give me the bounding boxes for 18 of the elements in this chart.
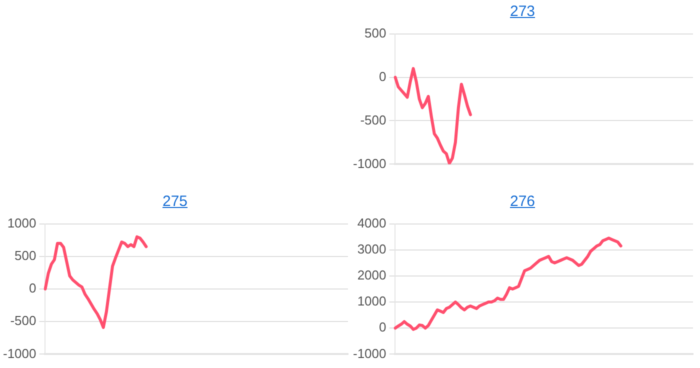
y-tick-label: 1000	[357, 294, 386, 309]
y-tick-label: 500	[364, 25, 386, 40]
y-tick-label: 500	[14, 248, 36, 263]
y-tick-label: 3000	[357, 241, 386, 256]
y-tick-label: -500	[10, 313, 36, 328]
y-tick-label: 2000	[357, 268, 386, 283]
y-tick-label: -1000	[3, 346, 36, 361]
chart-title: 273	[510, 3, 536, 20]
y-tick-label: 0	[379, 320, 386, 335]
y-tick-label: -500	[360, 112, 386, 128]
y-tick-label: 0	[29, 280, 36, 296]
y-tick-label: 0	[379, 68, 386, 84]
chart-title: 275	[162, 193, 188, 210]
chart-title: 276	[510, 193, 536, 210]
y-tick-label: 1000	[7, 215, 36, 230]
y-tick-label: 4000	[357, 215, 386, 230]
y-tick-label: -1000	[353, 346, 386, 361]
y-tick-label: -1000	[353, 156, 386, 171]
